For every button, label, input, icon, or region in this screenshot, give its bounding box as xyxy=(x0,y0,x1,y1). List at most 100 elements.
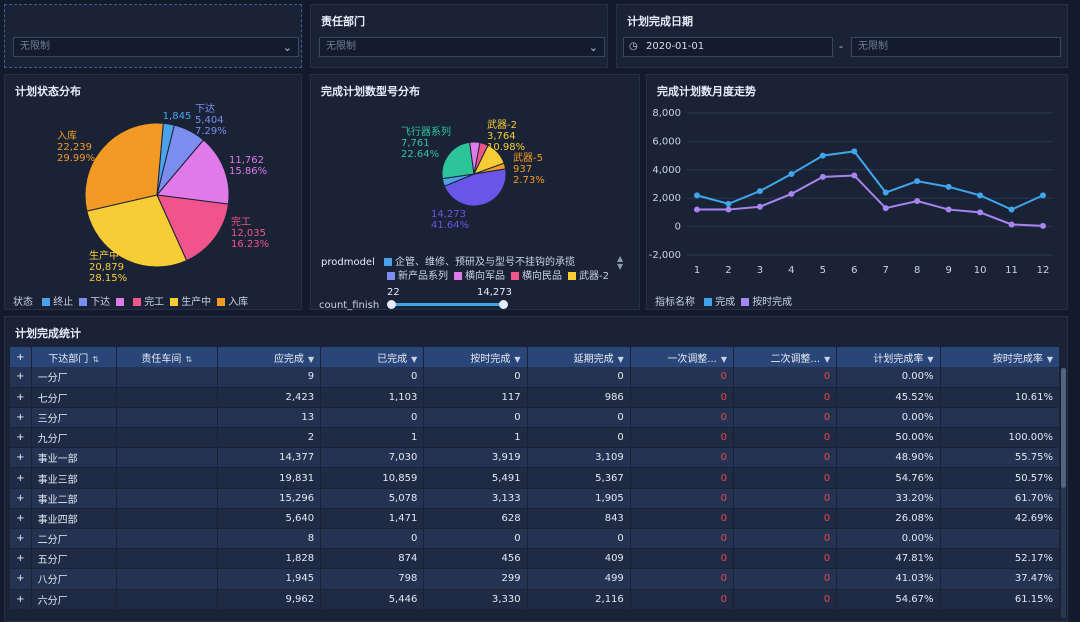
pie-slice[interactable] xyxy=(86,194,188,268)
status-legend-item[interactable]: 完工 xyxy=(144,297,165,308)
expand-all-button[interactable]: + xyxy=(10,347,32,367)
model-legend-item[interactable]: 横向民品 xyxy=(522,271,562,282)
table-scrollbar[interactable] xyxy=(1061,368,1066,618)
model-legend-item[interactable]: 横向军品 xyxy=(465,271,505,282)
model-legend-item[interactable]: 新产品系列 xyxy=(398,271,448,282)
table-row[interactable]: + 六分厂 9,962 5,446 3,330 2,116 0 0 54.67% 61.15% xyxy=(10,589,1060,610)
series-point[interactable] xyxy=(756,203,763,210)
legend-pager-icon[interactable]: ▲ ▼ xyxy=(617,254,624,271)
expand-row-button[interactable]: + xyxy=(10,548,32,570)
series-point[interactable] xyxy=(788,171,795,178)
table-row[interactable]: + 八分厂 1,945 798 299 499 0 0 41.03% 37.47% xyxy=(10,568,1060,590)
expand-row-button[interactable]: + xyxy=(10,447,32,469)
series-point[interactable] xyxy=(945,206,952,213)
series-point[interactable] xyxy=(819,152,826,159)
pie-slice[interactable] xyxy=(441,141,475,180)
series-point[interactable] xyxy=(1040,222,1046,229)
slider-handle-min[interactable] xyxy=(387,300,396,309)
status-legend-item[interactable]: 终止 xyxy=(53,297,74,308)
expand-row-button[interactable]: + xyxy=(10,367,32,388)
table-row[interactable]: + 事业三部 19,831 10,859 5,491 5,367 0 0 54.76% 50.57… xyxy=(10,467,1060,489)
table-row[interactable]: + 事业二部 15,296 5,078 3,133 1,905 0 0 33.20% 61.70% xyxy=(10,488,1060,509)
column-header[interactable]: 二次调整... ▼ xyxy=(733,347,838,367)
expand-row-button[interactable]: + xyxy=(10,427,32,449)
column-header[interactable]: 按时完成 ▼ xyxy=(423,347,528,367)
series-point[interactable] xyxy=(1008,221,1015,228)
table-row[interactable]: + 五分厂 1,828 874 456 409 0 0 47.81% 52.17% xyxy=(10,548,1060,570)
status-legend-item[interactable]: 生产中 xyxy=(181,297,212,308)
series-point[interactable] xyxy=(694,206,700,213)
series-point[interactable] xyxy=(725,200,732,207)
trend-legend-item[interactable]: 按时完成 xyxy=(752,297,793,308)
expand-row-button[interactable]: + xyxy=(10,387,32,408)
dropdown-icon[interactable]: ▼ xyxy=(411,354,418,364)
series-point[interactable] xyxy=(788,190,795,197)
column-header[interactable]: 下达部门 ⇅ xyxy=(31,347,117,367)
dropdown-icon[interactable]: ▼ xyxy=(307,354,315,364)
filter1-select[interactable]: 无限制 ⌄ xyxy=(13,37,299,57)
date-start-input[interactable]: ◷ 2020-01-01 xyxy=(623,37,833,57)
column-header[interactable]: 责任车间 ⇅ xyxy=(116,347,218,367)
series-point[interactable] xyxy=(914,178,921,185)
table-row[interactable]: + 七分厂 2,423 1,103 117 986 0 0 45.52% 10.61% xyxy=(10,387,1060,408)
column-header[interactable]: 计划完成率 ▼ xyxy=(836,347,941,367)
expand-row-button[interactable]: + xyxy=(10,568,32,590)
sort-icon[interactable]: ⇅ xyxy=(92,354,99,364)
model-legend-item[interactable]: 武器-2 xyxy=(579,271,609,282)
series-point[interactable] xyxy=(694,192,700,199)
series-point[interactable] xyxy=(977,209,984,216)
model-legend-item[interactable]: 企管、维修、预研及与型号不挂钩的承揽 xyxy=(395,257,576,268)
series-point[interactable] xyxy=(1008,206,1015,213)
dropdown-icon[interactable]: ▼ xyxy=(514,354,521,364)
pie-slice[interactable] xyxy=(156,194,229,262)
department-select[interactable]: 无限制 ⌄ xyxy=(319,37,605,57)
trend-legend-item[interactable]: 完成 xyxy=(715,297,736,308)
pie-label: 入库 xyxy=(57,129,77,142)
table-row[interactable]: + 一分厂 9 0 0 0 0 0 0.00% xyxy=(10,367,1060,388)
expand-row-button[interactable]: + xyxy=(10,528,32,550)
series-point[interactable] xyxy=(977,192,984,199)
series-point[interactable] xyxy=(945,183,952,190)
dropdown-icon[interactable]: ▼ xyxy=(927,354,934,364)
table-row[interactable]: + 三分厂 13 0 0 0 0 0 0.00% xyxy=(10,407,1060,429)
series-point[interactable] xyxy=(882,189,889,196)
column-header[interactable]: 一次调整... ▼ xyxy=(630,347,735,367)
slider-handle-max[interactable] xyxy=(499,300,508,309)
expand-row-button[interactable]: + xyxy=(10,407,32,429)
status-legend-item[interactable]: 入库 xyxy=(228,297,249,308)
dropdown-icon[interactable]: ▼ xyxy=(824,354,831,364)
pie-slice[interactable] xyxy=(473,144,505,175)
dropdown-icon[interactable]: ▼ xyxy=(1046,354,1053,364)
expand-row-button[interactable]: + xyxy=(10,508,32,530)
dropdown-icon[interactable]: ▼ xyxy=(617,354,624,364)
series-point[interactable] xyxy=(851,172,858,179)
column-header[interactable]: 已完成 ▼ xyxy=(320,347,425,367)
series-point[interactable] xyxy=(756,188,763,195)
pie-slice[interactable] xyxy=(156,139,230,205)
column-header[interactable]: 应完成 ▼ xyxy=(217,347,322,367)
pie-slice[interactable] xyxy=(84,122,164,212)
table-row[interactable]: + 九分厂 2 1 1 0 0 0 50.00% 100.00% xyxy=(10,427,1060,449)
pie-slice[interactable] xyxy=(443,168,507,207)
expand-row-button[interactable]: + xyxy=(10,467,32,489)
sort-icon[interactable]: ⇅ xyxy=(185,354,193,364)
column-header[interactable]: 按时完成率 ▼ xyxy=(940,347,1060,367)
series-point[interactable] xyxy=(882,205,889,212)
expand-row-button[interactable]: + xyxy=(10,488,32,509)
column-header[interactable]: 延期完成 ▼ xyxy=(527,347,631,367)
table-row[interactable]: + 事业四部 5,640 1,471 628 843 0 0 26.08% 42.69% xyxy=(10,508,1060,530)
series-point[interactable] xyxy=(819,173,826,180)
table-row[interactable]: + 事业一部 14,377 7,030 3,919 3,109 0 0 48.90% 55.75% xyxy=(10,447,1060,469)
status-legend-item[interactable]: 下达 xyxy=(90,297,111,308)
scrollbar-thumb[interactable] xyxy=(1061,368,1066,488)
dropdown-icon[interactable]: ▼ xyxy=(720,354,728,364)
table-cell: 2 xyxy=(217,427,322,449)
series-point[interactable] xyxy=(1040,192,1046,199)
date-end-input[interactable]: 无限制 xyxy=(851,37,1061,57)
series-point[interactable] xyxy=(914,198,921,205)
expand-row-button[interactable]: + xyxy=(10,589,32,610)
series-point[interactable] xyxy=(725,206,732,213)
table-row[interactable]: + 二分厂 8 0 0 0 0 0 0.00% xyxy=(10,528,1060,550)
series-point[interactable] xyxy=(851,148,858,155)
count-slider[interactable]: 22 14,273 count_finish xyxy=(319,287,619,311)
